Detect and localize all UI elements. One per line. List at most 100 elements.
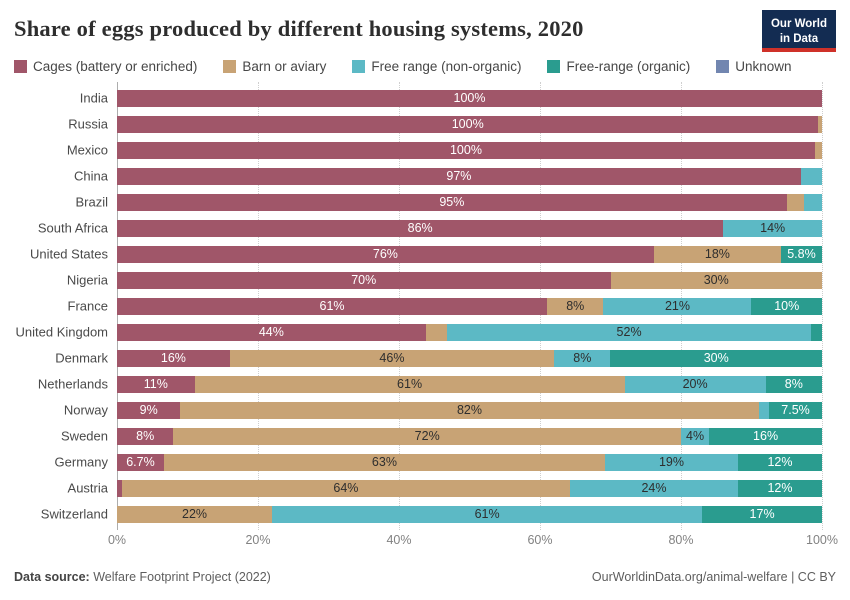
- data-source-value: Welfare Footprint Project (2022): [93, 570, 271, 584]
- segment-freerange[interactable]: [804, 193, 822, 211]
- country-label: Denmark: [55, 350, 108, 366]
- segment-cages[interactable]: 6.7%: [117, 453, 164, 471]
- country-label: France: [67, 298, 108, 314]
- owid-logo-line2: in Data: [779, 32, 819, 45]
- segment-value-label: 61%: [474, 506, 500, 521]
- bar-track: 64% 24% 12%: [117, 479, 822, 497]
- segment-organic[interactable]: 30%: [610, 349, 822, 367]
- gridline: [822, 82, 823, 530]
- segment-value-label: 24%: [641, 480, 667, 495]
- legend: Cages (battery or enriched) Barn or aviar…: [14, 59, 836, 74]
- owid-logo[interactable]: Our World in Data: [761, 10, 836, 52]
- x-tick-label: 80%: [668, 533, 694, 547]
- segment-cages[interactable]: 11%: [117, 375, 195, 393]
- country-label: Russia: [68, 116, 108, 132]
- bar-row: Norway 9% 82% 7.5%: [64, 397, 822, 423]
- bar-row: Austria 64% 24% 12%: [68, 475, 822, 501]
- segment-freerange[interactable]: 61%: [272, 505, 703, 523]
- segment-barn[interactable]: 8%: [547, 297, 604, 315]
- segment-barn[interactable]: [425, 323, 447, 341]
- country-label: India: [79, 90, 108, 106]
- segment-freerange[interactable]: 4%: [680, 427, 710, 445]
- segment-barn[interactable]: [786, 193, 805, 211]
- country-label: Austria: [67, 480, 108, 496]
- segment-value-label: 8%: [566, 298, 585, 313]
- segment-organic[interactable]: 17%: [702, 505, 822, 523]
- segment-freerange[interactable]: 14%: [723, 219, 822, 237]
- legend-item-organic[interactable]: Free-range (organic): [547, 59, 690, 74]
- segment-freerange[interactable]: 19%: [604, 453, 738, 471]
- segment-cages[interactable]: 9%: [117, 401, 181, 419]
- segment-cages[interactable]: 97%: [117, 167, 801, 185]
- segment-freerange[interactable]: 21%: [603, 297, 752, 315]
- country-label: Germany: [54, 454, 108, 470]
- segment-barn[interactable]: 46%: [229, 349, 555, 367]
- segment-cages[interactable]: 95%: [117, 193, 787, 211]
- legend-item-freerange[interactable]: Free range (non-organic): [352, 59, 521, 74]
- segment-barn[interactable]: 72%: [173, 427, 681, 445]
- segment-organic[interactable]: 10%: [751, 297, 822, 315]
- segment-barn[interactable]: 63%: [163, 453, 605, 471]
- segment-barn[interactable]: 61%: [194, 375, 625, 393]
- organic-swatch-icon: [547, 60, 561, 73]
- segment-barn[interactable]: [818, 115, 822, 133]
- bar-track: 8% 72% 4% 16%: [117, 427, 822, 445]
- segment-cages[interactable]: 100%: [117, 141, 815, 159]
- segment-value-label: 21%: [664, 298, 690, 313]
- segment-freerange[interactable]: [800, 167, 822, 185]
- segment-organic[interactable]: [811, 323, 822, 341]
- freerange-swatch-icon: [352, 60, 366, 73]
- owid-logo-line1: Our World: [770, 18, 827, 30]
- segment-organic[interactable]: 7.5%: [769, 401, 822, 419]
- segment-barn[interactable]: 82%: [180, 401, 759, 419]
- segment-barn[interactable]: 18%: [653, 245, 781, 263]
- bar-row: Mexico 100%: [67, 137, 822, 163]
- segment-cages[interactable]: 100%: [117, 89, 822, 107]
- segment-barn[interactable]: 30%: [610, 271, 822, 289]
- segment-barn[interactable]: 22%: [117, 505, 273, 523]
- segment-cages[interactable]: 44%: [117, 323, 426, 341]
- segment-cages[interactable]: 16%: [117, 349, 230, 367]
- legend-label: Unknown: [735, 59, 792, 74]
- bar-track: 9% 82% 7.5%: [117, 401, 822, 419]
- x-tick-label: 20%: [245, 533, 271, 547]
- segment-cages[interactable]: 76%: [117, 245, 654, 263]
- bar-row: South Africa 86% 14%: [38, 215, 822, 241]
- segment-cages[interactable]: 100%: [117, 115, 819, 133]
- segment-barn[interactable]: 64%: [121, 479, 570, 497]
- legend-item-unknown[interactable]: Unknown: [716, 59, 792, 74]
- segment-cages[interactable]: [117, 479, 122, 497]
- segment-value-label: 30%: [703, 272, 729, 287]
- bar-track: 76% 18% 5.8%: [117, 245, 822, 263]
- segment-value-label: 44%: [258, 324, 284, 339]
- footer: Data source: Welfare Footprint Project (…: [14, 570, 836, 584]
- bar-track: 16% 46% 8% 30%: [117, 349, 822, 367]
- segment-organic[interactable]: 5.8%: [781, 245, 822, 263]
- segment-organic[interactable]: 16%: [709, 427, 822, 445]
- unknown-swatch-icon: [716, 60, 730, 73]
- segment-freerange[interactable]: 52%: [446, 323, 812, 341]
- segment-cages[interactable]: 86%: [117, 219, 724, 237]
- segment-organic[interactable]: 8%: [765, 375, 822, 393]
- segment-freerange[interactable]: 20%: [624, 375, 766, 393]
- segment-freerange[interactable]: 24%: [569, 479, 738, 497]
- legend-item-cages[interactable]: Cages (battery or enriched): [14, 59, 197, 74]
- legend-label: Barn or aviary: [242, 59, 327, 74]
- segment-organic[interactable]: 12%: [737, 479, 822, 497]
- segment-value-label: 8%: [784, 376, 803, 391]
- segment-cages[interactable]: 8%: [117, 427, 174, 445]
- segment-cages[interactable]: 61%: [117, 297, 548, 315]
- segment-value-label: 19%: [658, 454, 684, 469]
- bar-track: 11% 61% 20% 8%: [117, 375, 822, 393]
- segment-value-label: 22%: [182, 506, 208, 521]
- bar-track: 100%: [117, 141, 822, 159]
- legend-item-barn[interactable]: Barn or aviary: [223, 59, 326, 74]
- segment-cages[interactable]: 70%: [117, 271, 611, 289]
- owid-url-link[interactable]: OurWorldinData.org/animal-welfare | CC B…: [591, 570, 836, 584]
- segment-freerange[interactable]: [758, 401, 770, 419]
- bar-row: Netherlands 11% 61% 20% 8%: [38, 371, 822, 397]
- bar-track: 22% 61% 17%: [117, 505, 822, 523]
- segment-organic[interactable]: 12%: [737, 453, 822, 471]
- segment-barn[interactable]: [814, 141, 822, 159]
- segment-freerange[interactable]: 8%: [554, 349, 611, 367]
